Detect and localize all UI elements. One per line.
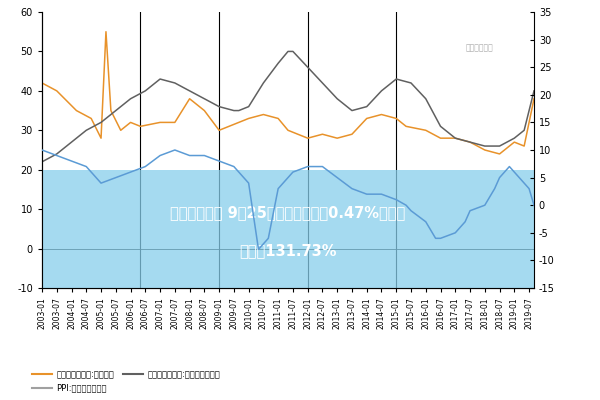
Legend: 房地产建安投资:累计同比, PPI:当月同比（右）, 工业产成品存货:累计同比（右）: 房地产建安投资:累计同比, PPI:当月同比（右）, 工业产成品存货:累计同比（… <box>28 367 224 396</box>
Text: 股票杠杆价格 9月25日旗滨转债上涨0.47%，转股: 股票杠杆价格 9月25日旗滨转债上涨0.47%，转股 <box>170 205 406 220</box>
Text: 溢价率131.73%: 溢价率131.73% <box>239 244 337 258</box>
Bar <box>42 170 534 288</box>
Text: 富涌宏观笔记: 富涌宏观笔记 <box>466 44 494 52</box>
